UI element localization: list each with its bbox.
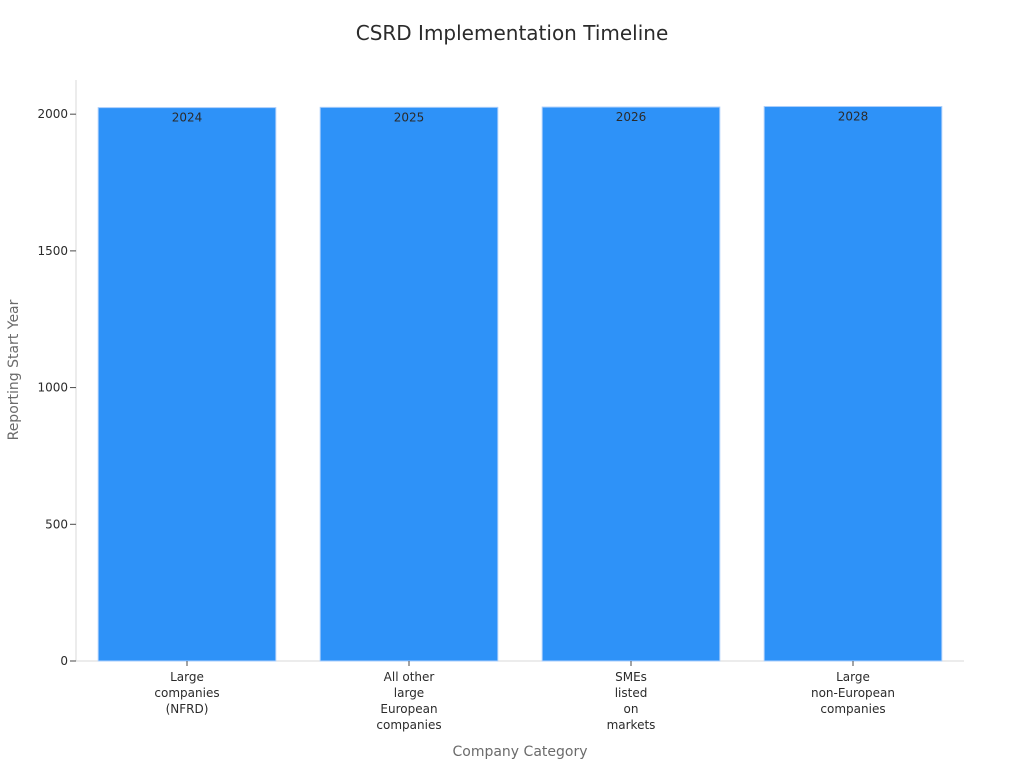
bar — [319, 106, 499, 662]
x-tick-label-line: non-European — [811, 686, 895, 700]
y-tick-label: 1500 — [37, 244, 68, 258]
y-tick-label: 1000 — [37, 381, 68, 395]
y-axis-title: Reporting Start Year — [6, 299, 22, 440]
x-tick-label: All other large European companies — [376, 670, 441, 732]
x-tick-label-line: markets — [607, 718, 656, 732]
x-tick-label: Large non-European companies — [811, 670, 895, 716]
y-tick-label: 500 — [45, 517, 68, 531]
x-tick-label-line: Large — [170, 670, 204, 684]
bar — [763, 106, 943, 662]
x-tick-label-line: companies — [154, 686, 219, 700]
x-tick-label-line: companies — [376, 718, 441, 732]
bar — [97, 107, 277, 662]
y-tick-label: 0 — [60, 654, 68, 668]
x-tick-label-line: All other — [384, 670, 435, 684]
x-tick-label-line: companies — [820, 702, 885, 716]
data-label: 2024 — [172, 111, 203, 125]
x-tick-label-line: SMEs — [615, 670, 647, 684]
x-tick-label-line: (NFRD) — [166, 702, 209, 716]
data-label: 2026 — [616, 110, 647, 124]
x-axis-title: Company Category — [452, 744, 587, 760]
chart-title: CSRD Implementation Timeline — [356, 21, 669, 45]
x-tick-label-line: large — [394, 686, 424, 700]
x-tick-label: Large companies (NFRD) — [154, 670, 219, 716]
x-tick-label-line: European — [380, 702, 437, 716]
plot-area: 0 500 1000 1500 2000 2024 Large companies (NFRD)… — [37, 80, 964, 732]
bar — [541, 106, 721, 662]
x-tick-label-line: Large — [836, 670, 870, 684]
data-label: 2028 — [838, 110, 869, 124]
x-tick-label-line: on — [624, 702, 639, 716]
x-tick-label: SMEs listed on markets — [607, 670, 656, 732]
data-label: 2025 — [394, 110, 425, 124]
y-tick-label: 2000 — [37, 107, 68, 121]
x-tick-label-line: listed — [615, 686, 648, 700]
